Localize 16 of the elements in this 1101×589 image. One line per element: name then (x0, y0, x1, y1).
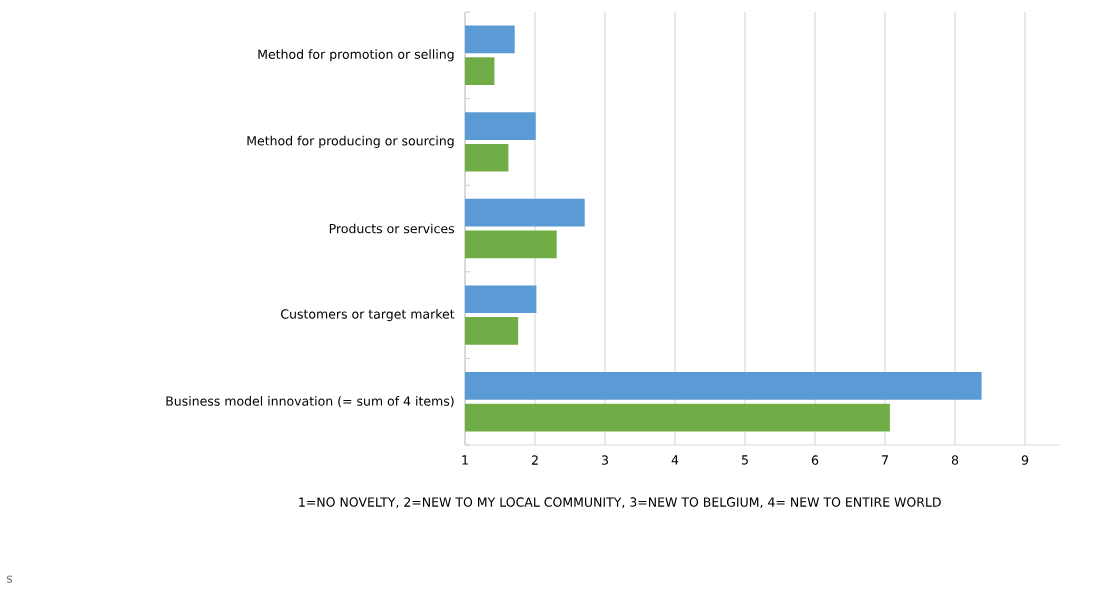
y-tick-label: Products or services (329, 223, 455, 234)
y-tick-label: Method for promotion or selling (258, 49, 454, 62)
x-tick-label: 4 (671, 455, 679, 465)
x-tick-label: 3 (601, 455, 608, 465)
x-tick-label: 5 (742, 455, 748, 465)
y-tick-label: Method for producing or sourcing (247, 135, 454, 148)
x-tick-label: 8 (951, 455, 959, 465)
x-tick-label: 1 (462, 455, 468, 465)
x-tick-label: 9 (1021, 455, 1029, 465)
y-tick-label: Business model innovation (= sum of 4 items) (166, 396, 454, 408)
x-axis-title: 1=NO NOVELTY, 2=NEW TO MY LOCAL COMMUNITY, 3=NEW TO BELGIUM, 4= NEW TO ENTIRE WORLD (299, 497, 941, 509)
text: s (6, 575, 13, 583)
x-tick-label: 7 (882, 455, 888, 465)
y-tick-label: Customers or target market (281, 309, 455, 322)
x-tick-label: 2 (531, 455, 538, 465)
x-tick-label: 6 (811, 455, 819, 465)
